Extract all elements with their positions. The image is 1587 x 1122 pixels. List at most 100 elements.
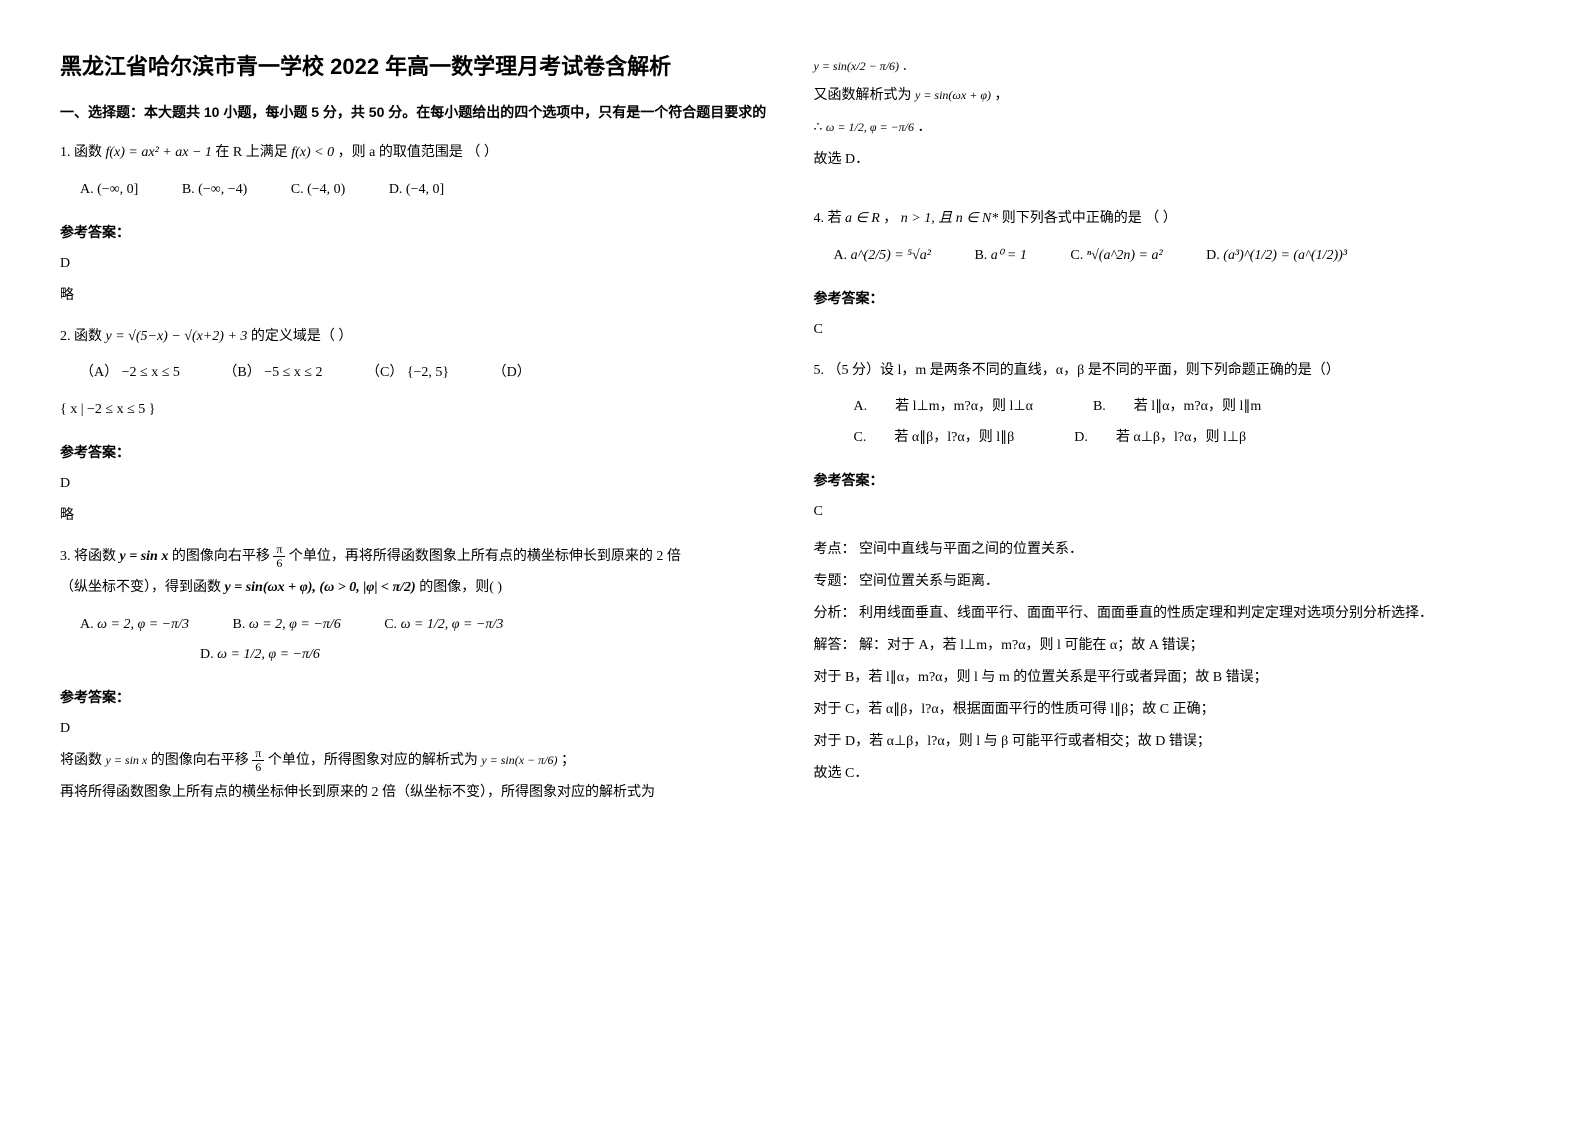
- q3-opt-b-f: ω = 2, φ = −π/6: [249, 617, 341, 632]
- q2-answer: D: [60, 470, 774, 498]
- q5-opt-c: C. 若 α∥β，l?α，则 l∥β: [854, 423, 1015, 454]
- q5-zt: 专题： 空间位置关系与距离．: [814, 568, 1528, 596]
- q3-bold2: y = sin(ωx + φ), (ω > 0, |φ| < π/2): [225, 580, 416, 595]
- q2-opt-b: （B） −5 ≤ x ≤ 2: [223, 358, 322, 389]
- exam-title: 黑龙江省哈尔滨市青一学校 2022 年高一数学理月考试卷含解析: [60, 50, 774, 83]
- section-1-head: 一、选择题：本大题共 10 小题，每小题 5 分，共 50 分。在每小题给出的四…: [60, 98, 774, 126]
- q4-opt-b: B. a⁰ = 1: [974, 241, 1026, 272]
- q3s-l1e: y = sin(x − π/6): [481, 753, 557, 767]
- q3s-l5b: ω = 1/2, φ = −π/6: [826, 120, 914, 134]
- q4-c2: n > 1, 且 n ∈ N*: [901, 211, 998, 226]
- q3-sol-l6: 故选 D．: [814, 146, 1528, 174]
- q3s-l1b: y = sin x: [106, 753, 148, 767]
- q4b-f: a⁰ = 1: [991, 248, 1027, 263]
- q1-pre: 1. 函数: [60, 145, 102, 160]
- q3s-l1f: ；: [561, 753, 575, 768]
- q5-stem: 5. （5 分）设 l，m 是两条不同的直线，α，β 是不同的平面，则下列命题正…: [814, 356, 1528, 387]
- answer-label-2: 参考答案：: [60, 438, 774, 466]
- q2-f: y = √(5−x) − √(x+2) + 3: [106, 329, 248, 344]
- q3s-l1a: 将函数: [60, 753, 102, 768]
- q3-l2tail: 的图像，则( ): [419, 580, 502, 595]
- q3s-l3b: ．: [902, 59, 914, 73]
- answer-label-3: 参考答案：: [60, 683, 774, 711]
- q3s-l5c: ．: [918, 120, 932, 135]
- q5-jd-t: 解：对于 A，若 l⊥m，m?α，则 l 可能在 α；故 A 错误；: [859, 638, 1204, 653]
- q3-frac-pi6: π6: [273, 543, 285, 570]
- q5-fx-l: 分析：: [814, 606, 856, 621]
- q5-jd-l: 解答：: [814, 638, 856, 653]
- q3-opt-c-f: ω = 1/2, φ = −π/3: [401, 617, 504, 632]
- q2-opt-d2: { x | −2 ≤ x ≤ 5 }: [60, 395, 774, 426]
- q5-answer: C: [814, 498, 1528, 526]
- q3s-l4c: ，: [994, 88, 1008, 103]
- q4-c1: a ∈ R: [845, 211, 880, 226]
- question-4: 4. 若 a ∈ R ， n > 1, 且 n ∈ N* 则下列各式中正确的是 …: [814, 204, 1528, 272]
- q3-sol-l3: y = sin(x/2 − π/6) ．: [814, 54, 1528, 78]
- q3-answer: D: [60, 715, 774, 743]
- q5-zt-t: 空间位置关系与距离．: [859, 574, 999, 589]
- q4c-p: C.: [1070, 248, 1086, 263]
- q3s-l1c: 的图像向右平移: [151, 753, 249, 768]
- q5-fx-t: 利用线面垂直、线面平行、面面平行、面面垂直的性质定理和判定定理对选项分别分析选择…: [859, 606, 1433, 621]
- q3-sol-l5: ∴ ω = 1/2, φ = −π/6 ．: [814, 114, 1528, 142]
- q5-jd: 解答： 解：对于 A，若 l⊥m，m?α，则 l 可能在 α；故 A 错误；: [814, 632, 1528, 660]
- q4-pre: 4. 若: [814, 211, 846, 226]
- q5-kd: 考点： 空间中直线与平面之间的位置关系．: [814, 536, 1528, 564]
- q3-opt-a: A. ω = 2, φ = −π/3: [80, 610, 189, 641]
- q3-opt-c: C. ω = 1/2, φ = −π/3: [384, 610, 503, 641]
- q3-l2pre: （纵坐标不变），得到函数: [60, 580, 225, 595]
- q5-end: 故选 C．: [814, 760, 1528, 788]
- q5-kd-l: 考点：: [814, 542, 856, 557]
- q1-opt-a: A. (−∞, 0]: [80, 175, 138, 206]
- right-column: y = sin(x/2 − π/6) ． 又函数解析式为 y = sin(ωx …: [794, 50, 1548, 1072]
- q4-options: A. a^(2/5) = ⁵√a² B. a⁰ = 1 C. ⁿ√(a^2n) …: [834, 241, 1528, 272]
- q3-opt-a-f: ω = 2, φ = −π/3: [97, 617, 189, 632]
- q3s-l3a: y = sin(x/2 − π/6): [814, 59, 900, 73]
- q4-m1: ，: [883, 211, 897, 226]
- q3-sol-l2: 再将所得函数图象上所有点的横坐标伸长到原来的 2 倍（纵坐标不变），所得图象对应…: [60, 779, 774, 807]
- q3-pre: 3. 将函数: [60, 549, 120, 564]
- question-1: 1. 函数 f(x) = ax² + ax − 1 在 R 上满足 f(x) <…: [60, 138, 774, 206]
- q4-opt-c: C. ⁿ√(a^2n) = a²: [1070, 241, 1162, 272]
- q1-answer: D: [60, 250, 774, 278]
- q3s-l1d: 个单位，所得图象对应的解析式为: [268, 753, 478, 768]
- q5-jdC: 对于 C，若 α∥β，l?α，根据面面平行的性质可得 l∥β；故 C 正确；: [814, 696, 1528, 724]
- q3-options: A. ω = 2, φ = −π/3 B. ω = 2, φ = −π/6 C.…: [80, 610, 774, 672]
- q5-options: A. 若 l⊥m，m?α，则 l⊥α B. 若 l∥α，m?α，则 l∥m C. …: [854, 392, 1528, 454]
- q5-zt-l: 专题：: [814, 574, 856, 589]
- q3s-l4b: y = sin(ωx + φ): [915, 88, 991, 102]
- q3-mid2: 个单位，再将所得函数图象上所有点的横坐标伸长到原来的 2 倍: [289, 549, 681, 564]
- q3-opt-b: B. ω = 2, φ = −π/6: [233, 610, 341, 641]
- q1-mid: 在 R 上满足: [215, 145, 287, 160]
- q1-options: A. (−∞, 0] B. (−∞, −4) C. (−4, 0) D. (−4…: [80, 175, 774, 206]
- q1-f2: f(x) < 0: [291, 145, 334, 160]
- answer-label-4: 参考答案：: [814, 284, 1528, 312]
- q4-tail: 则下列各式中正确的是 （ ）: [1002, 211, 1177, 226]
- q5-opt-b: B. 若 l∥α，m?α，则 l∥m: [1093, 392, 1261, 423]
- q3-bold1: y = sin x: [120, 549, 169, 564]
- q2-opt-c: （C） {−2, 5}: [366, 358, 449, 389]
- q3-sol-l4: 又函数解析式为 y = sin(ωx + φ) ，: [814, 82, 1528, 110]
- q4a-p: A.: [834, 248, 851, 263]
- q4-opt-a: A. a^(2/5) = ⁵√a²: [834, 241, 931, 272]
- q2-tail: 的定义域是（ ）: [251, 329, 353, 344]
- q2-opt-d: （D）: [493, 358, 531, 389]
- q2-opt-a: （A） −2 ≤ x ≤ 5: [80, 358, 180, 389]
- q3-sol-l1: 将函数 y = sin x 的图像向右平移 π6 个单位，所得图象对应的解析式为…: [60, 747, 774, 775]
- q5-opt-d: D. 若 α⊥β，l?α，则 l⊥β: [1074, 423, 1246, 454]
- q5-jdB: 对于 B，若 l∥α，m?α，则 l 与 m 的位置关系是平行或者异面；故 B …: [814, 664, 1528, 692]
- q1-note: 略: [60, 282, 774, 310]
- q4d-p: D.: [1206, 248, 1223, 263]
- q3-opt-d-f: ω = 1/2, φ = −π/6: [217, 647, 320, 662]
- q3-mid1: 的图像向右平移: [172, 549, 274, 564]
- q4c-f: ⁿ√(a^2n) = a²: [1087, 248, 1163, 263]
- q2-note: 略: [60, 502, 774, 530]
- answer-label-1: 参考答案：: [60, 218, 774, 246]
- q5-opt-a: A. 若 l⊥m，m?α，则 l⊥α: [854, 392, 1033, 423]
- q3-opt-d: D. ω = 1/2, φ = −π/6: [200, 640, 320, 671]
- question-5: 5. （5 分）设 l，m 是两条不同的直线，α，β 是不同的平面，则下列命题正…: [814, 356, 1528, 454]
- q5-fx: 分析： 利用线面垂直、线面平行、面面平行、面面垂直的性质定理和判定定理对选项分别…: [814, 600, 1528, 628]
- q2-pre: 2. 函数: [60, 329, 102, 344]
- question-2: 2. 函数 y = √(5−x) − √(x+2) + 3 的定义域是（ ） （…: [60, 322, 774, 426]
- question-3: 3. 将函数 y = sin x 的图像向右平移 π6 个单位，再将所得函数图象…: [60, 542, 774, 671]
